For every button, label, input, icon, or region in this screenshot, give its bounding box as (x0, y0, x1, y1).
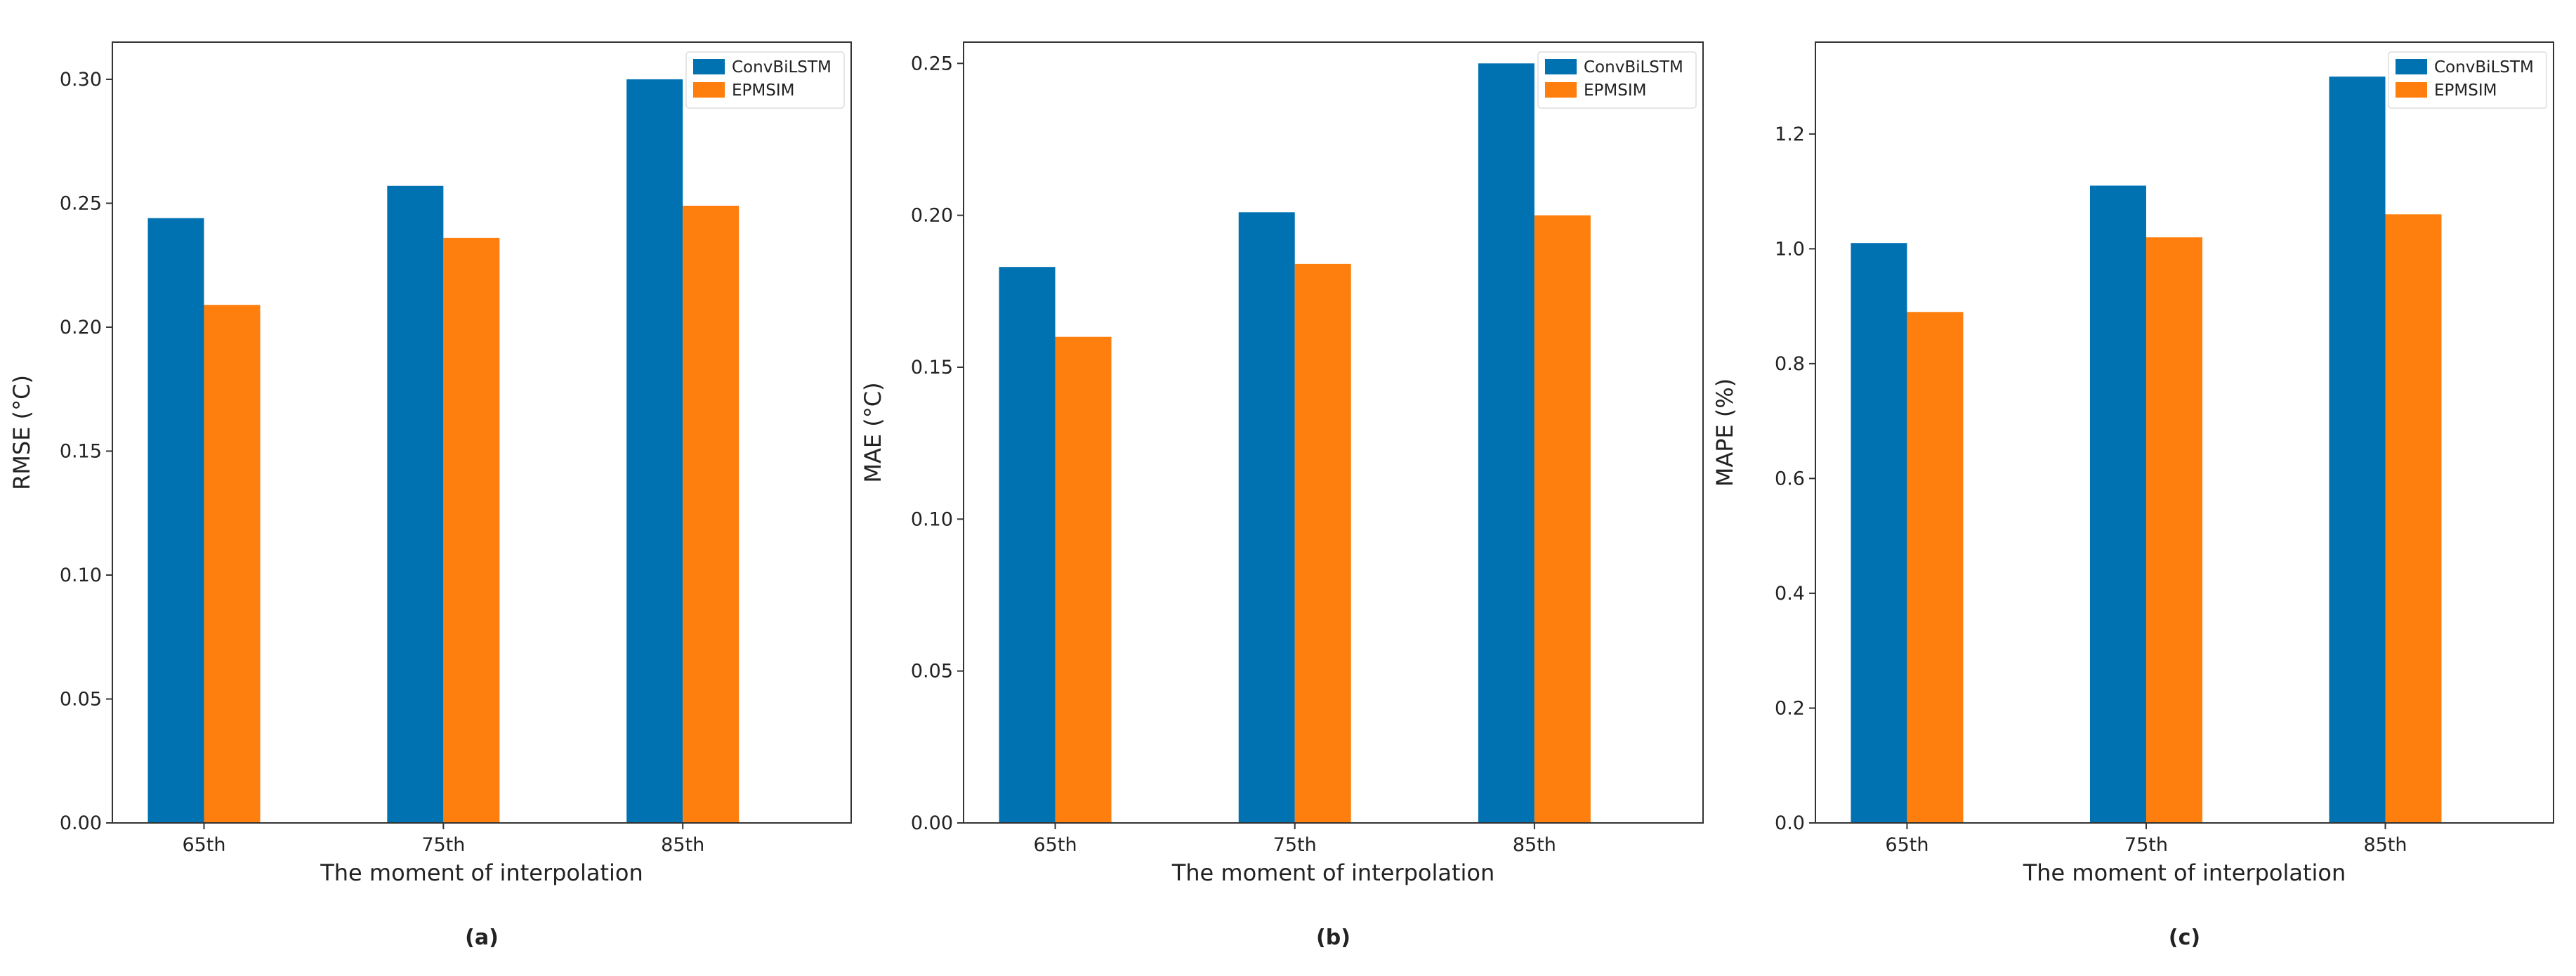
y-tick-label: 0.4 (1775, 583, 1805, 605)
legend-swatch-epmsim (2396, 82, 2427, 98)
bar-epmsim-85th (683, 205, 740, 823)
y-axis-label: MAPE (%) (1711, 378, 1738, 487)
legend-label-convbilstm: ConvBiLSTM (732, 58, 832, 77)
bar-convbilstm-65th (147, 218, 204, 824)
x-tick-label: 85th (661, 834, 704, 856)
x-tick-label: 85th (2363, 834, 2407, 856)
bar-convbilstm-85th (2329, 77, 2386, 823)
y-tick-label: 0.25 (911, 53, 953, 74)
legend-swatch-convbilstm (2396, 59, 2427, 74)
y-axis-label: MAE (°C) (860, 382, 886, 482)
x-axis-label: The moment of interpolation (1171, 859, 1495, 886)
chart-panel-3: 65th 75th 85th 0.0 0.2 0.4 0.6 0.8 1.0 1.2 The mom… (1711, 41, 2554, 950)
y-tick-label: 0.00 (911, 812, 953, 834)
y-tick-label: 1.2 (1775, 124, 1805, 145)
y-tick-label: 0.10 (60, 565, 102, 586)
y-tick-label: 0.05 (60, 688, 102, 710)
y-tick-label: 0.05 (911, 661, 953, 682)
plot-frame (963, 41, 1704, 824)
bar-convbilstm-65th (1851, 243, 1907, 823)
legend-label-epmsim: EPMSIM (2434, 81, 2497, 100)
bar-convbilstm-75th (2089, 185, 2146, 824)
bar-convbilstm-85th (626, 79, 683, 823)
bar-epmsim-65th (1907, 312, 1964, 823)
y-tick-label: 0.15 (911, 357, 953, 378)
legend-swatch-convbilstm (693, 59, 725, 74)
legend-box (685, 51, 845, 109)
y-tick-label: 0.8 (1775, 353, 1805, 375)
y-axis-label: RMSE (°C) (8, 375, 35, 490)
legend: ConvBiLSTM EPMSIM (685, 51, 845, 109)
x-axis-label: The moment of interpolation (2023, 859, 2346, 886)
bar-epmsim-85th (1534, 215, 1591, 823)
legend-label-epmsim: EPMSIM (732, 81, 794, 100)
y-tick-label: 0.6 (1775, 468, 1805, 489)
legend-swatch-convbilstm (1545, 59, 1577, 74)
plot-frame (112, 41, 852, 824)
y-tick-label: 0.30 (60, 69, 102, 91)
bar-convbilstm-65th (999, 267, 1056, 823)
y-tick-label: 0.00 (60, 812, 102, 834)
bar-epmsim-75th (2145, 237, 2202, 823)
x-tick-label: 65th (1034, 834, 1077, 856)
panel-label-2: (b) (1316, 925, 1351, 950)
legend-label-epmsim: EPMSIM (1584, 81, 1646, 100)
x-tick-label: 65th (182, 834, 225, 856)
legend-swatch-epmsim (693, 82, 725, 98)
legend-label-convbilstm: ConvBiLSTM (1584, 58, 1683, 77)
y-tick-label: 0.2 (1775, 697, 1805, 719)
bar-epmsim-75th (1294, 263, 1351, 823)
y-tick-label: 0.10 (911, 508, 953, 530)
bar-convbilstm-85th (1478, 63, 1535, 823)
x-tick-label: 75th (421, 834, 465, 856)
bar-epmsim-85th (2385, 214, 2442, 823)
legend-box (2388, 51, 2547, 109)
y-tick-label: 1.0 (1775, 238, 1805, 260)
legend: ConvBiLSTM EPMSIM (1537, 51, 1697, 109)
bar-epmsim-65th (204, 305, 261, 823)
y-tick-label: 0.20 (911, 205, 953, 227)
legend: ConvBiLSTM EPMSIM (2388, 51, 2547, 109)
y-tick-label: 0.20 (60, 317, 102, 338)
bar-convbilstm-75th (1238, 212, 1295, 824)
y-tick-label: 0.15 (60, 440, 102, 462)
chart-panel-2: 65th 75th 85th 0.00 0.05 0.10 0.15 0.20 0.25 The … (860, 41, 1704, 950)
bar-convbilstm-75th (387, 185, 444, 823)
legend-label-convbilstm: ConvBiLSTM (2434, 58, 2534, 77)
legend-box (1537, 51, 1697, 109)
x-axis-label: The moment of interpolation (320, 859, 643, 886)
x-tick-label: 65th (1885, 834, 1928, 856)
bar-epmsim-65th (1055, 336, 1112, 823)
x-tick-label: 75th (1273, 834, 1317, 856)
panel-label-1: (a) (465, 925, 499, 950)
legend-swatch-epmsim (1545, 82, 1577, 98)
y-tick-label: 0.25 (60, 192, 102, 214)
chart-panel-1: 65th 75th 85th 0.00 0.05 0.10 0.15 0.20 0.25 0.30… (8, 41, 852, 950)
bar-epmsim-75th (443, 237, 500, 823)
x-tick-label: 85th (1513, 834, 1556, 856)
x-tick-label: 75th (2124, 834, 2168, 856)
plot-frame (1815, 41, 2554, 824)
panel-label-3: (c) (2169, 925, 2200, 950)
y-tick-label: 0.0 (1775, 812, 1805, 834)
